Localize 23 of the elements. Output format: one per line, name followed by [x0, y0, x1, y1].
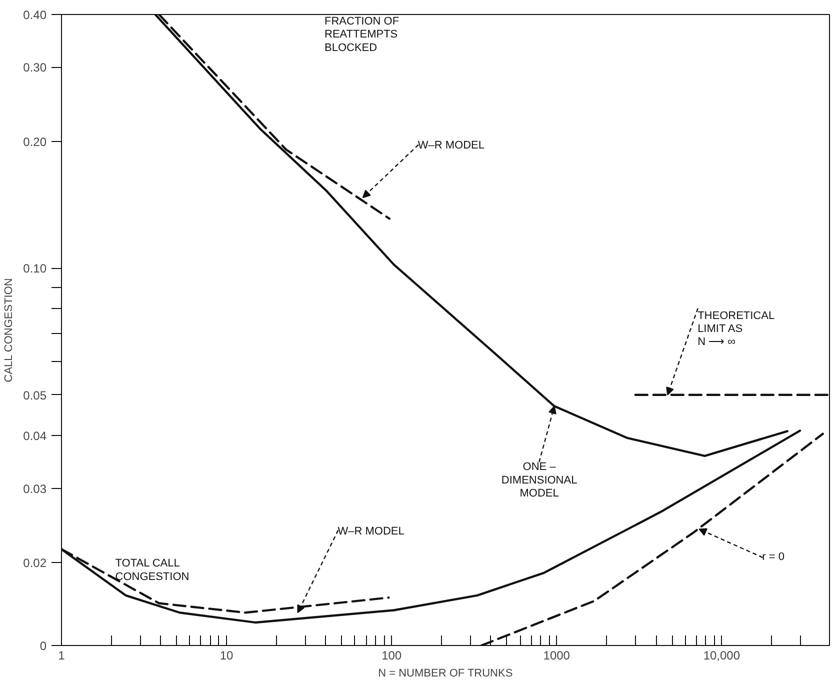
x-tick-label: 1000: [543, 648, 570, 662]
annotation: ONE – DIMENSIONAL MODEL: [501, 461, 578, 500]
y-tick-label: 0.03: [23, 482, 47, 496]
x-tick-label: 10,000: [703, 648, 740, 662]
y-tick-label: 0.04: [23, 429, 47, 444]
x-tick-label: 1: [58, 648, 66, 662]
y-tick-label: 0.02: [23, 556, 47, 570]
x-tick-label: 10: [220, 648, 234, 662]
x-tick-label: 100: [382, 648, 402, 662]
annotation: r = 0: [762, 551, 784, 564]
y-tick-label: 0.20: [23, 134, 47, 149]
annotation: W–R MODEL: [338, 526, 404, 538]
annotation: TOTAL CALL CONGESTION: [115, 558, 190, 583]
y-tick-label: 0.10: [23, 262, 47, 276]
annotation: THEORETICAL LIMIT AS N ⟶ ∞: [698, 310, 775, 348]
annotation: W–R MODEL: [418, 140, 485, 152]
y-axis-title: CALL CONGESTION: [3, 278, 16, 382]
annotation: FRACTION OF REATTEMPTS BLOCKED: [324, 16, 400, 54]
y-tick-label: 0.30: [23, 60, 47, 75]
y-tick-label: 0: [40, 639, 47, 653]
x-axis-title: N = NUMBER OF TRUNKS: [378, 668, 513, 680]
y-tick-label: 0.40: [23, 8, 47, 22]
y-tick-label: 0.05: [23, 388, 47, 402]
